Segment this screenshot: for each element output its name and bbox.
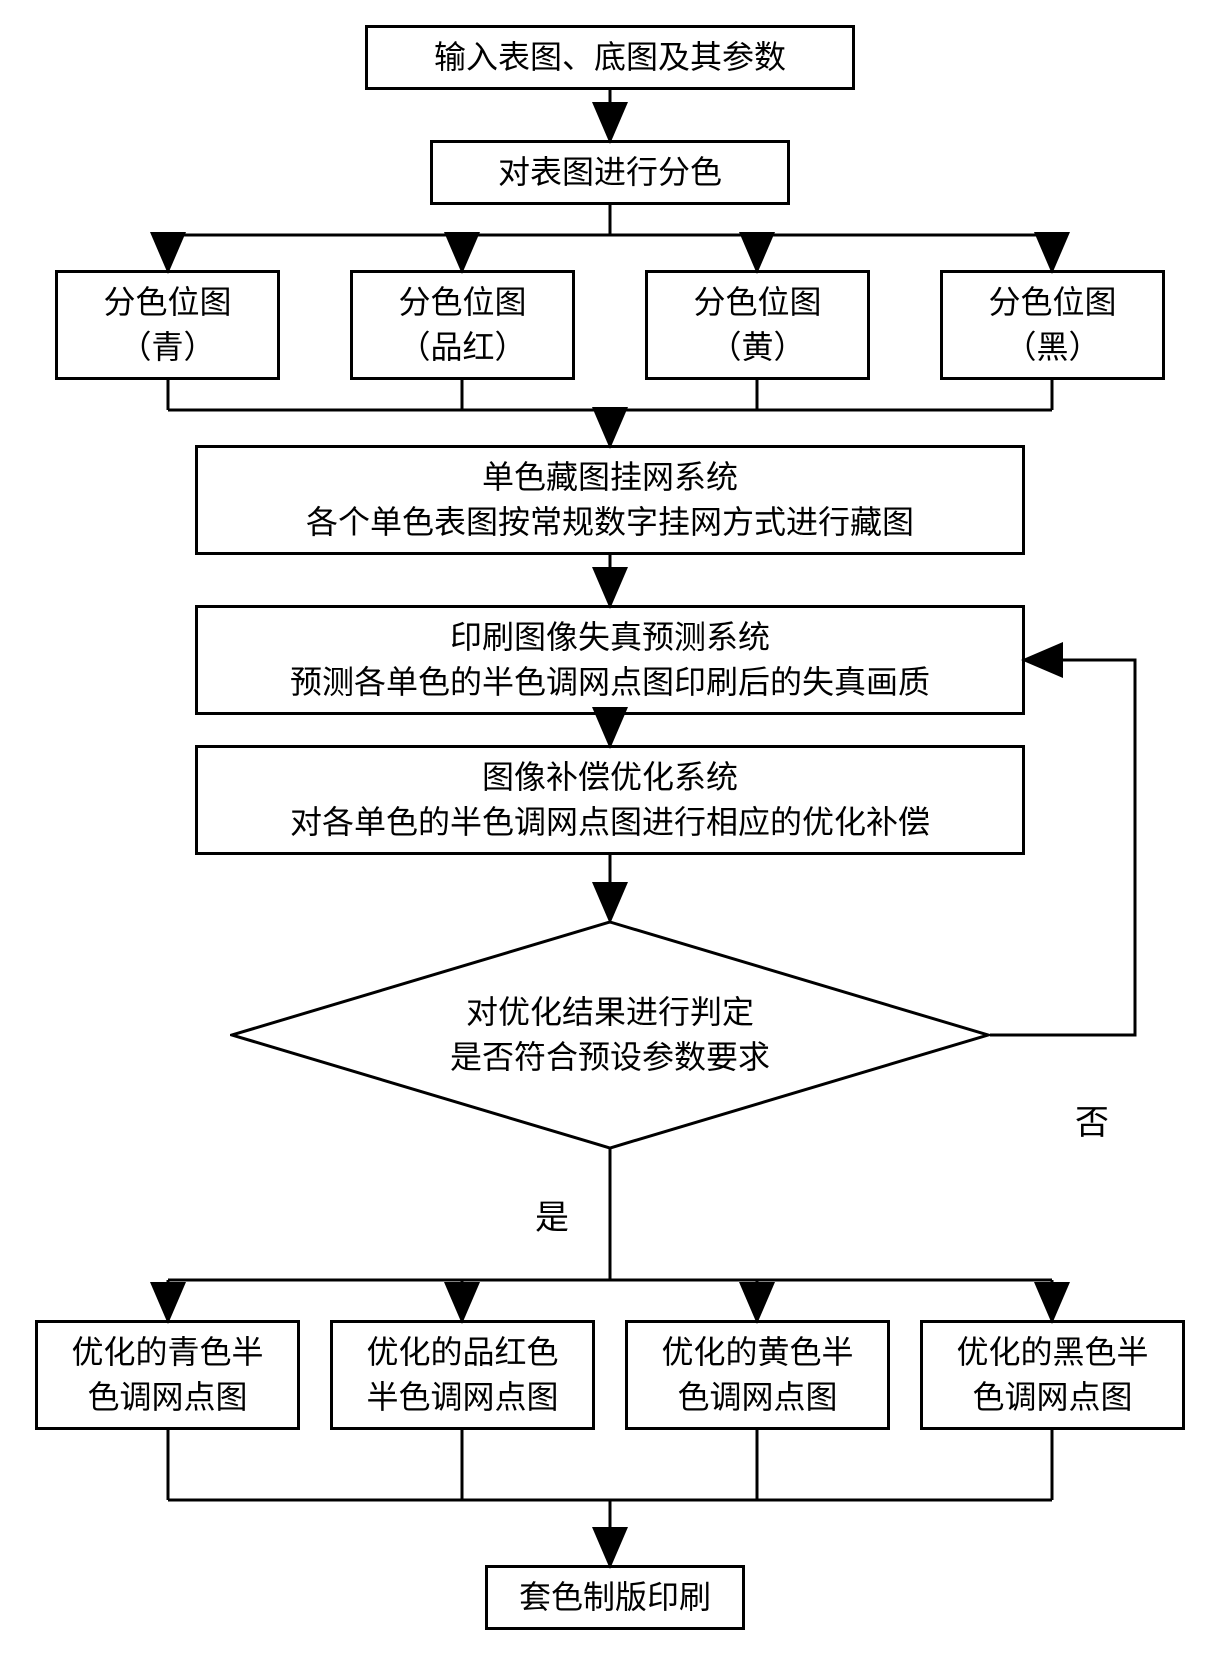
flowchart-canvas: 输入表图、底图及其参数 对表图进行分色 分色位图 （青） 分色位图 （品红） 分…: [0, 0, 1222, 1663]
flowchart-edges: [0, 0, 1222, 1663]
